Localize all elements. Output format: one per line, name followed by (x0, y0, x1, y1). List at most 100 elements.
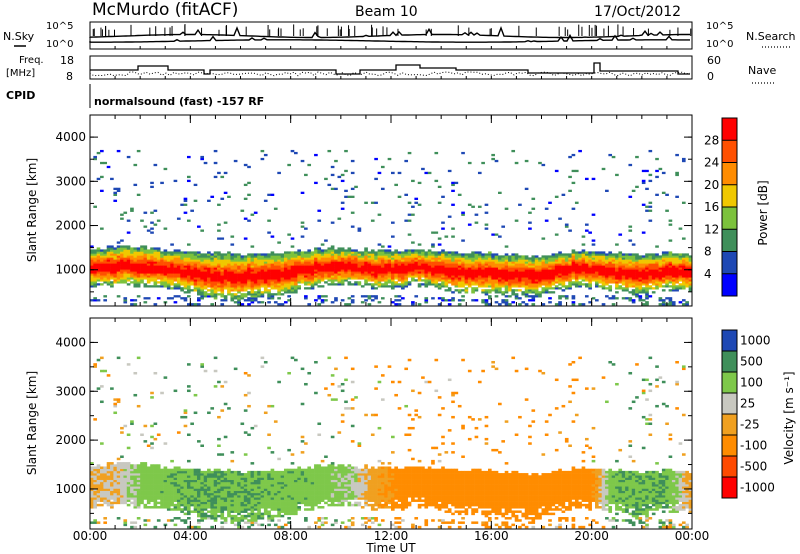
power-cell (247, 267, 251, 270)
power-cell (116, 267, 121, 270)
velocity-cell (136, 466, 141, 469)
power-cell (531, 287, 536, 290)
power-cell (223, 285, 228, 288)
power-cell (538, 271, 542, 274)
power-cell (273, 269, 278, 272)
power-cell (521, 261, 526, 264)
velocity-cell (100, 473, 104, 476)
power-cell (675, 287, 679, 290)
power-colorbar-swatch (722, 118, 737, 141)
power-cell (367, 271, 372, 274)
power-cell (641, 289, 646, 292)
power-cell (280, 255, 285, 258)
velocity-cell (143, 492, 148, 496)
velocity-cell (200, 492, 205, 496)
power-cell (414, 267, 419, 270)
power-cell (344, 257, 348, 260)
power-cell (263, 279, 268, 282)
power-cell (237, 265, 241, 268)
power-cell (297, 275, 301, 278)
power-cell (307, 273, 312, 276)
velocity-cell (136, 481, 141, 485)
velocity-cell (210, 492, 215, 496)
velocity-cell (123, 468, 128, 472)
power-cell (377, 251, 382, 254)
velocity-cell (166, 508, 171, 511)
power-cell (287, 291, 291, 294)
power-cell (360, 265, 365, 268)
velocity-cell (176, 508, 181, 511)
power-cell (146, 277, 151, 280)
power-cell (421, 253, 425, 256)
power-cell (441, 227, 445, 230)
power-cell (330, 283, 335, 286)
power-cell (140, 259, 144, 262)
power-cell (317, 295, 322, 298)
power-cell (207, 269, 211, 272)
power-cell (213, 275, 218, 278)
power-cell (170, 281, 174, 284)
power-cell (578, 149, 582, 153)
power-cell (243, 257, 248, 260)
power-cell (504, 265, 509, 268)
power-cell (548, 263, 552, 266)
power-cell (645, 169, 649, 173)
power-cell (384, 267, 388, 270)
power-cell (621, 297, 626, 300)
velocity-cell (126, 488, 131, 491)
power-cell (504, 261, 509, 264)
power-cell (203, 279, 208, 282)
power-cell (484, 279, 489, 282)
power-cell (317, 285, 322, 288)
power-cell (494, 273, 499, 276)
power-cell (457, 267, 462, 270)
power-cell (123, 277, 128, 280)
power-cell (287, 261, 291, 264)
power-cell (290, 269, 295, 272)
power-cell (411, 273, 415, 276)
power-colorbar-swatch (722, 251, 737, 275)
power-cell (494, 279, 499, 282)
velocity-cell (123, 477, 128, 480)
power-cell (454, 181, 459, 185)
velocity-cell (166, 475, 171, 478)
power-cell (574, 283, 579, 286)
power-cell (631, 277, 636, 280)
power-cell (481, 285, 485, 288)
velocity-cell (103, 479, 108, 483)
power-cell (156, 269, 161, 272)
velocity-cell (176, 468, 181, 472)
power-cell (417, 285, 422, 288)
power-cell (571, 251, 576, 254)
power-cell (240, 259, 245, 262)
power-cell (665, 267, 669, 270)
power-cell (364, 251, 368, 254)
power-cell (150, 269, 154, 272)
power-cell (454, 283, 459, 286)
power-cell (317, 247, 322, 250)
velocity-cell (106, 490, 111, 494)
power-cell (96, 273, 101, 276)
power-cell (380, 297, 385, 300)
power-cell (197, 279, 201, 282)
power-cell (404, 283, 409, 286)
power-cell (595, 299, 599, 302)
velocity-cell (166, 488, 171, 491)
power-cell (197, 293, 201, 296)
velocity-cell (110, 503, 114, 507)
power-cell (628, 195, 633, 198)
power-cell (314, 153, 318, 157)
power-cell (668, 271, 673, 274)
power-cell (474, 263, 479, 266)
power-cell (568, 189, 572, 193)
power-cell (471, 257, 475, 260)
power-cell (223, 277, 228, 280)
velocity-cell (156, 501, 161, 505)
velocity-cell (166, 479, 171, 483)
power-cell (176, 265, 181, 268)
power-cell (354, 255, 358, 258)
power-cell (280, 279, 285, 282)
power-cell (528, 287, 532, 290)
power-cell (170, 255, 174, 258)
power-cell (130, 207, 134, 210)
